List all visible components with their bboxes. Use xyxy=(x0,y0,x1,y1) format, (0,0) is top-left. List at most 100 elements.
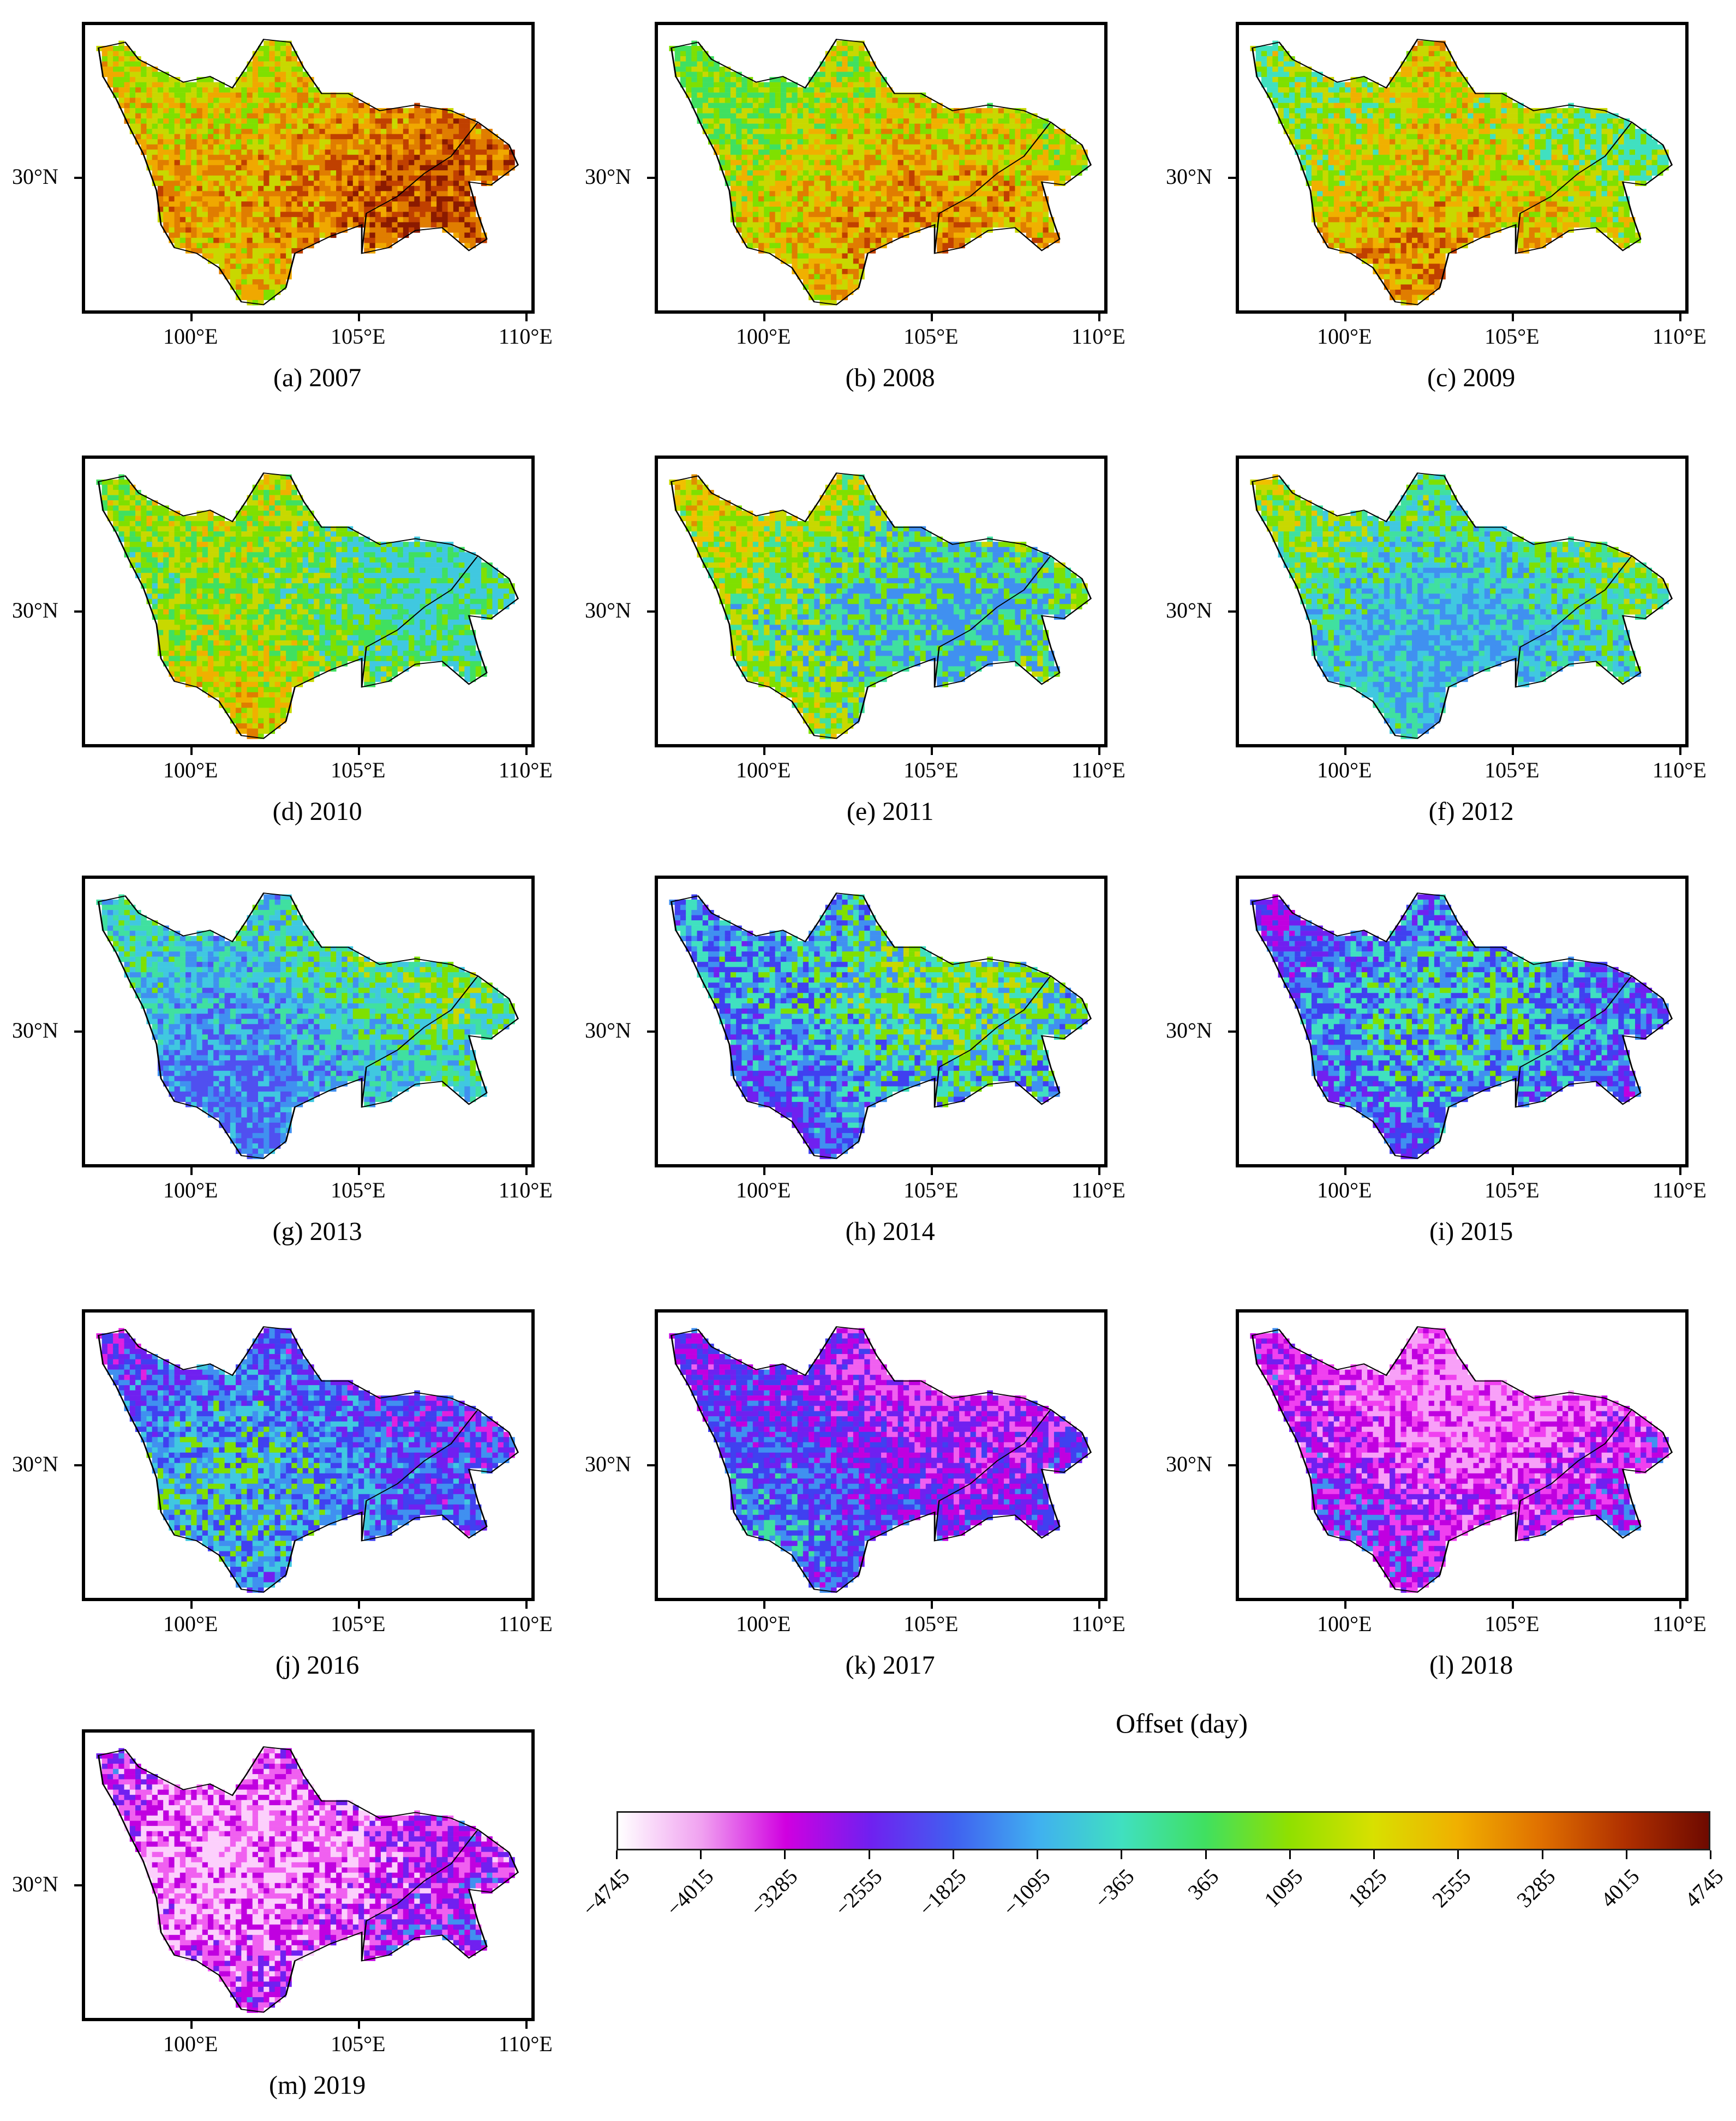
raster-cell xyxy=(931,108,937,113)
raster-cell xyxy=(1015,123,1021,129)
raster-cell xyxy=(291,87,297,93)
raster-cell xyxy=(792,87,798,93)
raster-cell xyxy=(892,149,899,155)
raster-cell xyxy=(1395,274,1401,280)
raster-cell xyxy=(725,108,731,113)
raster-cell xyxy=(202,191,208,197)
raster-cell xyxy=(375,175,381,181)
raster-cell xyxy=(1345,165,1351,171)
raster-cell xyxy=(1311,92,1318,98)
raster-cell xyxy=(1395,154,1401,160)
raster-cell xyxy=(959,181,965,187)
raster-cell xyxy=(847,71,854,77)
raster-cell xyxy=(747,123,753,129)
raster-cell xyxy=(152,82,158,88)
raster-cell xyxy=(297,185,303,191)
raster-cell xyxy=(436,181,442,187)
raster-cell xyxy=(459,175,465,181)
raster-cell xyxy=(975,123,982,129)
raster-cell xyxy=(252,268,259,274)
raster-cell xyxy=(319,222,326,228)
raster-cell xyxy=(942,160,949,166)
raster-cell xyxy=(853,206,859,212)
raster-cell xyxy=(780,222,787,228)
raster-cell xyxy=(914,227,920,233)
raster-cell xyxy=(775,144,781,150)
raster-cell xyxy=(280,108,286,113)
raster-cell xyxy=(135,123,141,129)
raster-cell xyxy=(725,92,731,98)
raster-cell xyxy=(1367,185,1373,191)
raster-cell xyxy=(274,98,281,103)
raster-cell xyxy=(347,149,354,155)
raster-cell xyxy=(965,113,971,119)
raster-cell xyxy=(1411,113,1418,119)
raster-cell xyxy=(286,71,292,77)
raster-cell xyxy=(1378,185,1385,191)
raster-cell xyxy=(981,191,987,197)
raster-cell xyxy=(425,123,432,129)
raster-cell xyxy=(998,113,1004,119)
raster-cell xyxy=(1400,108,1407,113)
raster-cell xyxy=(135,103,141,109)
raster-cell xyxy=(764,139,770,145)
raster-cell xyxy=(196,237,203,243)
raster-cell xyxy=(464,237,470,243)
raster-cell xyxy=(797,175,804,181)
raster-cell xyxy=(224,113,231,119)
raster-cell xyxy=(481,139,487,145)
raster-cell xyxy=(853,113,859,119)
raster-cell xyxy=(792,82,798,88)
raster-cell xyxy=(157,77,164,82)
raster-cell xyxy=(157,201,164,207)
raster-cell xyxy=(1300,71,1307,77)
raster-cell xyxy=(492,139,499,145)
raster-cell xyxy=(725,170,731,176)
raster-cell xyxy=(830,123,837,129)
raster-cell xyxy=(196,92,203,98)
raster-cell xyxy=(970,232,977,238)
raster-cell xyxy=(830,56,837,62)
raster-cell xyxy=(758,212,764,218)
raster-cell xyxy=(319,191,326,197)
raster-cell xyxy=(708,98,714,103)
raster-cell xyxy=(475,175,482,181)
raster-cell xyxy=(1406,201,1412,207)
raster-cell xyxy=(1267,87,1273,93)
raster-cell xyxy=(1322,144,1329,150)
raster-cell xyxy=(163,123,169,129)
raster-cell xyxy=(747,185,753,191)
raster-cell xyxy=(269,191,276,197)
raster-cell xyxy=(792,196,798,202)
raster-cell xyxy=(1378,123,1385,129)
raster-cell xyxy=(179,237,186,243)
raster-cell xyxy=(736,144,742,150)
raster-cell xyxy=(459,113,465,119)
raster-cell xyxy=(420,175,426,181)
raster-cell xyxy=(819,149,826,155)
raster-cell xyxy=(113,46,119,51)
raster-cell xyxy=(819,232,826,238)
raster-cell xyxy=(191,181,197,187)
raster-cell xyxy=(965,217,971,223)
raster-cell xyxy=(414,113,420,119)
raster-cell xyxy=(230,170,236,176)
raster-cell xyxy=(758,196,764,202)
raster-cell xyxy=(1059,134,1065,140)
raster-cell xyxy=(436,139,442,145)
raster-cell xyxy=(1311,108,1318,113)
raster-cell xyxy=(425,212,432,218)
raster-cell xyxy=(691,71,697,77)
raster-cell xyxy=(252,196,259,202)
raster-cell xyxy=(453,185,459,191)
raster-cell xyxy=(1339,118,1345,124)
raster-cell xyxy=(842,103,848,109)
raster-cell xyxy=(786,160,792,166)
raster-cell xyxy=(358,108,364,113)
raster-cell xyxy=(764,212,770,218)
raster-cell xyxy=(185,206,191,212)
raster-cell xyxy=(892,92,899,98)
raster-cell xyxy=(847,227,854,233)
raster-cell xyxy=(236,217,242,223)
raster-cell xyxy=(269,274,276,280)
